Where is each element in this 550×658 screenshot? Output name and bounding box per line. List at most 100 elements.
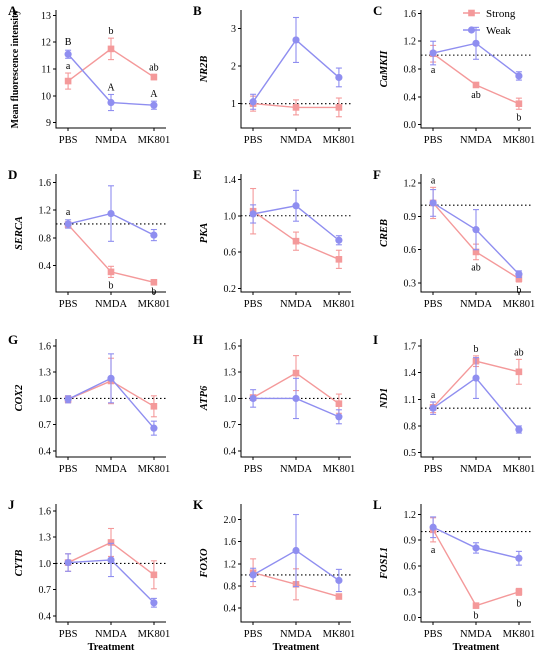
panel-letter: E: [193, 167, 202, 182]
panel-b: B 1 2 3 PBS NMDA MK801 NR2B: [193, 3, 355, 146]
significance-label: A: [107, 82, 115, 93]
x-tick-label: NMDA: [95, 135, 128, 146]
y-tick-label: 1.0: [224, 394, 237, 405]
y-tick-label: 2: [231, 62, 236, 73]
x-tick-label: MK801: [323, 135, 356, 146]
significance-label: a: [66, 61, 71, 72]
y-tick-label: 0.8: [404, 421, 417, 432]
y-axis-label: CaMKII: [379, 50, 390, 88]
panel-f: F 0.3 0.6 0.9 1.2 PBS NMDA MK801 CREB a ab b: [373, 167, 535, 310]
y-tick-label: 0.9: [404, 212, 417, 223]
x-tick-label: MK801: [503, 135, 536, 146]
data-point: [64, 395, 72, 403]
y-tick-label: 1: [231, 99, 236, 110]
y-axis-label: PKA: [199, 223, 210, 243]
significance-label: a: [431, 390, 436, 401]
y-axis-label: FOXO: [199, 548, 210, 579]
panel-l: L 0.0 0.3 0.6 0.9 1.2 PBS NMDA MK801 FOSL1 Treatme…: [373, 497, 535, 653]
y-tick-label: 1.3: [39, 533, 52, 544]
panel-e: E 0.2 0.6 1.0 1.4 PBS NMDA MK801 PKA: [193, 167, 355, 310]
x-tick-label: MK801: [323, 464, 356, 475]
data-point: [107, 209, 115, 218]
legend-item-strong: Strong: [463, 8, 516, 20]
series-weak: [249, 377, 343, 425]
data-point: [335, 73, 343, 82]
y-tick-label: 1.6: [224, 537, 237, 548]
data-point: [515, 554, 523, 562]
y-axis-label: FOSL1: [379, 547, 390, 580]
y-tick-label: 0.7: [224, 420, 237, 431]
data-point: [150, 599, 158, 607]
x-tick-label: PBS: [59, 464, 78, 475]
x-tick-label: NMDA: [280, 464, 313, 475]
data-point: [429, 49, 437, 57]
panel-letter: J: [8, 497, 15, 512]
series-weak: [429, 516, 523, 566]
x-tick-label: PBS: [244, 299, 263, 310]
y-axis-label: CYTB: [14, 550, 25, 577]
y-tick-label: 0.2: [224, 284, 237, 295]
panel-g: G 0.4 0.7 1.0 1.3 1.6 PBS NMDA MK801 COX2: [8, 332, 170, 475]
panel-j: J 0.4 0.7 1.0 1.3 1.6 PBS NMDA MK801 CYTB Treatmen…: [8, 497, 170, 653]
y-tick-label: 0.8: [39, 233, 52, 244]
y-tick-label: 0.7: [39, 585, 52, 596]
data-point: [472, 226, 480, 234]
data-point: [335, 236, 343, 244]
y-tick-label: 1.2: [39, 206, 52, 217]
x-tick-label: NMDA: [460, 464, 493, 475]
y-tick-label: 0.4: [404, 92, 417, 103]
y-axis-label: NR2B: [199, 56, 210, 84]
y-tick-label: 1.0: [39, 559, 52, 570]
y-tick-label: 0.6: [224, 248, 237, 259]
data-point: [249, 98, 257, 106]
significance-label: a: [431, 175, 436, 186]
series-strong: [249, 187, 343, 269]
y-tick-label: 1.6: [39, 178, 52, 189]
x-tick-label: NMDA: [95, 464, 128, 475]
x-tick-label: NMDA: [460, 135, 493, 146]
y-tick-label: 1.2: [224, 559, 237, 570]
x-tick-label: PBS: [244, 464, 263, 475]
x-tick-label: PBS: [424, 464, 443, 475]
series-weak: [64, 353, 158, 436]
significance-label: b: [109, 280, 114, 291]
data-point: [515, 368, 523, 376]
data-point: [515, 100, 523, 108]
data-point: [107, 268, 115, 276]
y-tick-label: 1.0: [224, 211, 237, 222]
y-tick-label: 1.7: [404, 342, 417, 353]
y-tick-label: 1.3: [224, 368, 237, 379]
y-axis-label: COX2: [14, 384, 25, 412]
significance-label: b: [516, 112, 521, 123]
significance-label: b: [109, 26, 114, 37]
data-point: [335, 256, 343, 263]
y-tick-label: 1.0: [39, 394, 52, 405]
data-point: [107, 539, 115, 546]
data-point: [64, 220, 72, 228]
y-tick-label: 0.4: [224, 446, 237, 457]
significance-label: ab: [149, 62, 158, 73]
significance-label: B: [65, 37, 72, 48]
series-weak: [64, 49, 158, 112]
x-tick-label: MK801: [323, 629, 356, 640]
x-tick-label: NMDA: [460, 629, 493, 640]
y-tick-label: 1.3: [39, 368, 52, 379]
x-tick-label: NMDA: [280, 135, 313, 146]
series-weak: [249, 513, 343, 593]
data-point: [335, 593, 343, 600]
panel-letter: B: [193, 3, 202, 18]
y-tick-label: 0.6: [404, 562, 417, 573]
data-point: [107, 98, 115, 107]
significance-label: ab: [471, 90, 480, 101]
x-tick-label: MK801: [503, 629, 536, 640]
series-weak: [64, 542, 158, 608]
x-tick-label: NMDA: [280, 299, 313, 310]
series-strong: [249, 95, 343, 118]
legend-item-weak: Weak: [463, 25, 511, 37]
significance-label: a: [431, 545, 436, 556]
y-tick-label: 10: [41, 91, 51, 102]
panel-letter: K: [193, 497, 204, 512]
data-point: [429, 404, 437, 412]
x-tick-label: PBS: [59, 135, 78, 146]
